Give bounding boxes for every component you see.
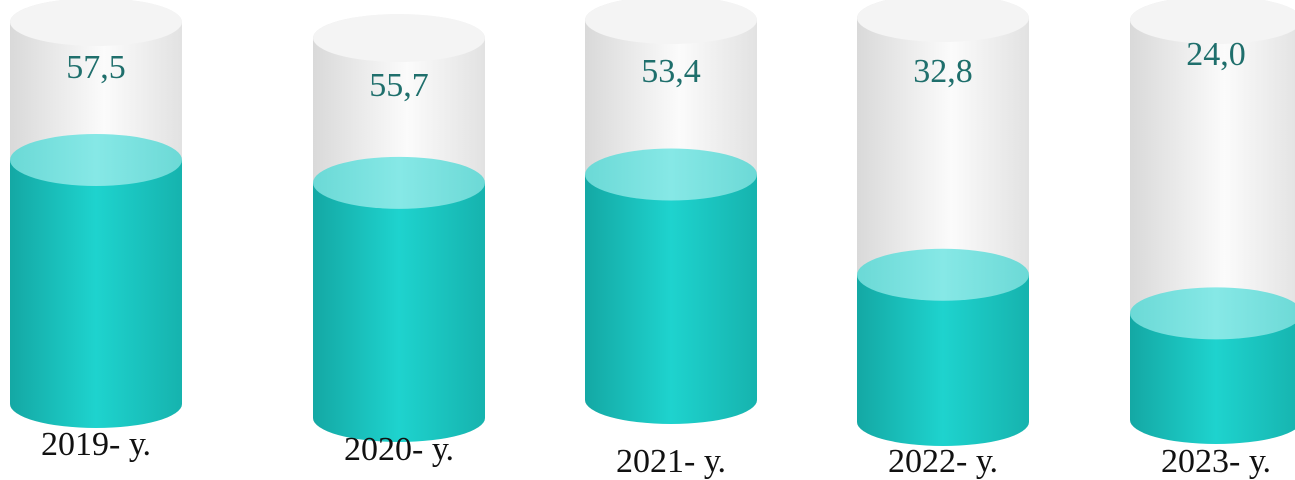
glass-top: [585, 0, 757, 44]
bar-fill: [313, 182, 485, 443]
bar-fill-top: [313, 156, 485, 209]
cylinder-bar: 57,5 2019- у.: [10, 0, 182, 463]
bar-fill: [10, 159, 182, 428]
cylinder-bar: 32,8 2022- у.: [857, 0, 1029, 480]
glass-top: [10, 0, 182, 46]
bar-fill-top: [857, 248, 1029, 301]
glass-top: [1130, 0, 1295, 44]
bar-fill: [857, 274, 1029, 446]
glass-top: [313, 14, 485, 62]
cylinder-bar: 55,7 2020- у.: [313, 14, 485, 468]
value-label: 53,4: [641, 53, 701, 90]
category-label: 2021- у.: [616, 443, 726, 480]
category-label: 2022- у.: [888, 443, 998, 480]
bar-fill: [585, 174, 757, 424]
category-label: 2019- у.: [41, 426, 151, 463]
cylinder-bar: 24,0 2023- у.: [1130, 0, 1295, 480]
value-label: 32,8: [913, 53, 973, 90]
cylinder-bar: 53,4 2021- у.: [585, 0, 757, 480]
category-label: 2020- у.: [344, 431, 454, 468]
glass-top: [857, 0, 1029, 42]
bar-fill-top: [10, 133, 182, 186]
value-label: 24,0: [1186, 36, 1246, 73]
bar-fill-top: [585, 148, 757, 201]
bar-fill: [1130, 313, 1295, 444]
value-label: 57,5: [66, 49, 126, 86]
category-label: 2023- у.: [1161, 443, 1271, 480]
value-label: 55,7: [369, 67, 429, 104]
bar-fill-top: [1130, 287, 1295, 340]
